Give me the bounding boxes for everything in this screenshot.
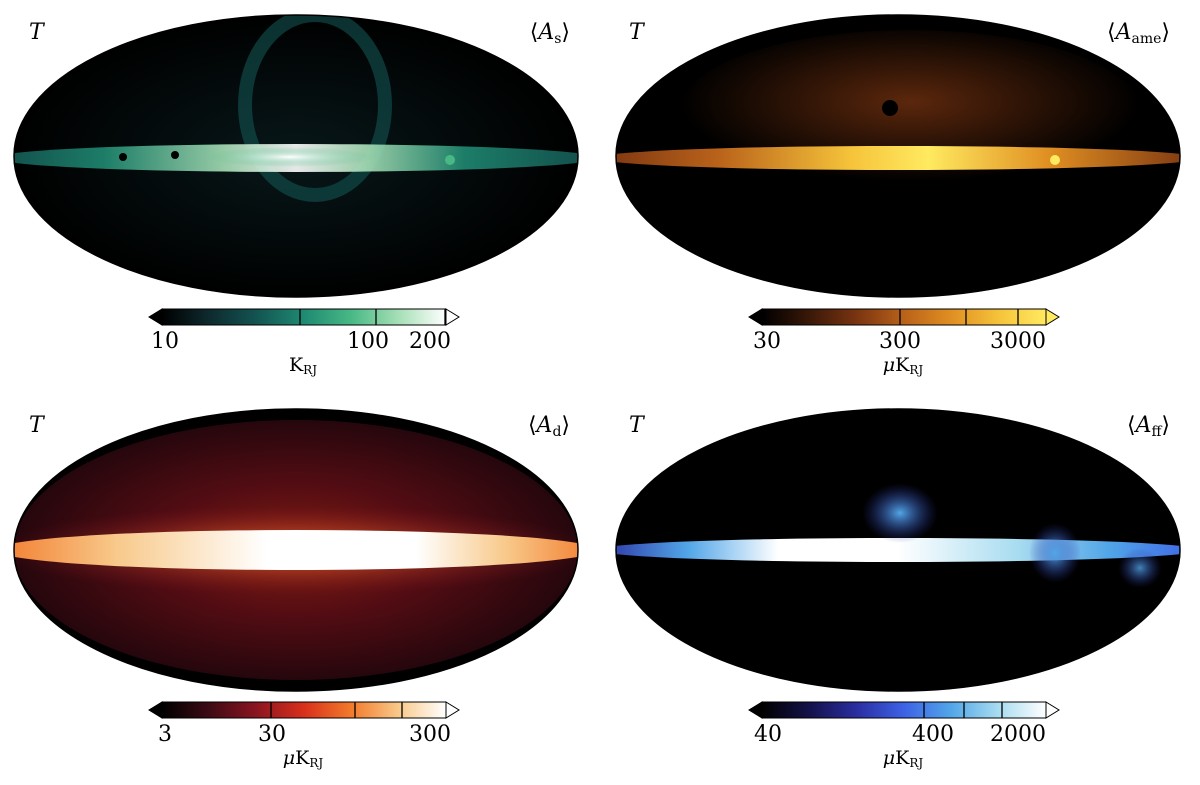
panel-dust: T ⟨Ad⟩ 3 30 300 μKRJ bbox=[0, 393, 600, 785]
panel-ame: T ⟨Aame⟩ 30 300 3000 μKRJ bbox=[600, 0, 1200, 392]
component-symbol: A bbox=[536, 413, 553, 438]
colorbar-gradient bbox=[762, 309, 1046, 325]
stokes-label: T bbox=[29, 413, 44, 438]
map-border bbox=[615, 14, 1181, 298]
colorbar-unit: μKRJ bbox=[283, 747, 323, 770]
panel-free-free: T ⟨Aff⟩ 40 400 2000 μKRJ bbox=[600, 393, 1200, 785]
unit-main: K bbox=[295, 747, 310, 769]
ame-sky-map bbox=[615, 14, 1181, 298]
colorbar-gradient bbox=[762, 702, 1046, 718]
component-label: ⟨Aff⟩ bbox=[1126, 413, 1170, 440]
unit-subscript: RJ bbox=[909, 363, 924, 377]
colorbar-frame bbox=[761, 308, 1047, 326]
unit-prefix: μ bbox=[882, 747, 896, 769]
component-label: ⟨Aame⟩ bbox=[1107, 20, 1170, 47]
colorbar-tick-label: 200 bbox=[409, 329, 451, 354]
dust-sky-map bbox=[13, 408, 579, 692]
component-label: ⟨Ad⟩ bbox=[527, 413, 570, 440]
colorbar bbox=[148, 308, 460, 326]
free-free-east-region bbox=[1029, 523, 1081, 583]
component-symbol: A bbox=[1135, 413, 1152, 438]
free-free-north-region bbox=[862, 483, 938, 543]
colorbar-max-extension bbox=[445, 308, 460, 326]
colorbar-unit: KRJ bbox=[289, 354, 317, 377]
colorbar-tick-label: 400 bbox=[912, 722, 954, 747]
colorbar-frame bbox=[161, 701, 447, 719]
colorbar-unit: μKRJ bbox=[883, 354, 923, 377]
panel-synchrotron: T ⟨As⟩ 10 100 200 KRJ bbox=[0, 0, 600, 392]
colorbar-tick-label: 100 bbox=[347, 329, 389, 354]
colorbar-tick-label: 2000 bbox=[990, 722, 1046, 747]
colorbar-min-extension bbox=[748, 701, 763, 719]
map-border bbox=[615, 408, 1181, 692]
colorbar-tick-label: 30 bbox=[258, 722, 286, 747]
colorbar-tick-label: 300 bbox=[879, 329, 921, 354]
unit-prefix: μ bbox=[882, 354, 896, 376]
colorbar bbox=[748, 701, 1060, 719]
map-border bbox=[13, 408, 579, 692]
stokes-label: T bbox=[29, 20, 44, 45]
component-subscript: ame bbox=[1131, 31, 1162, 47]
component-label: ⟨As⟩ bbox=[529, 20, 570, 47]
dust-galactic-plane bbox=[14, 530, 578, 570]
colorbar-frame bbox=[761, 701, 1047, 719]
colorbar-gradient bbox=[162, 309, 446, 325]
colorbar bbox=[148, 701, 460, 719]
unit-subscript: RJ bbox=[309, 756, 324, 770]
colorbar-tick-label: 40 bbox=[754, 722, 782, 747]
colorbar-tick-label: 10 bbox=[151, 329, 179, 354]
unit-subscript: RJ bbox=[909, 756, 924, 770]
unit-main: K bbox=[895, 354, 910, 376]
colorbar-tick-label: 3 bbox=[158, 722, 172, 747]
colorbar-tick-label: 3000 bbox=[990, 329, 1046, 354]
colorbar-min-extension bbox=[148, 308, 163, 326]
stokes-label: T bbox=[629, 413, 644, 438]
unit-subscript: RJ bbox=[303, 363, 318, 377]
colorbar-max-extension bbox=[445, 701, 460, 719]
colorbar-tick-label: 300 bbox=[409, 722, 451, 747]
map-border bbox=[13, 14, 579, 298]
colorbar-frame bbox=[161, 308, 447, 326]
component-symbol: A bbox=[1115, 20, 1132, 45]
colorbar-tick-label: 30 bbox=[753, 329, 781, 354]
colorbar bbox=[748, 308, 1060, 326]
component-subscript: d bbox=[552, 424, 562, 440]
free-free-sky-map bbox=[615, 408, 1181, 692]
synchrotron-galactic-center bbox=[205, 147, 375, 167]
colorbar-min-extension bbox=[748, 308, 763, 326]
colorbar-max-extension bbox=[1045, 308, 1060, 326]
component-subscript: ff bbox=[1151, 424, 1162, 440]
ame-galactic-plane bbox=[616, 146, 1180, 170]
stokes-label: T bbox=[629, 20, 644, 45]
component-symbol: A bbox=[538, 20, 555, 45]
colorbar-min-extension bbox=[148, 701, 163, 719]
colorbar-gradient bbox=[162, 702, 446, 718]
component-subscript: s bbox=[554, 31, 562, 47]
synchrotron-loop bbox=[238, 15, 392, 202]
unit-main: K bbox=[895, 747, 910, 769]
unit-main: K bbox=[288, 354, 304, 376]
unit-prefix: μ bbox=[282, 747, 296, 769]
colorbar-unit: μKRJ bbox=[883, 747, 923, 770]
synchrotron-sky-map bbox=[13, 14, 579, 298]
colorbar-max-extension bbox=[1045, 701, 1060, 719]
